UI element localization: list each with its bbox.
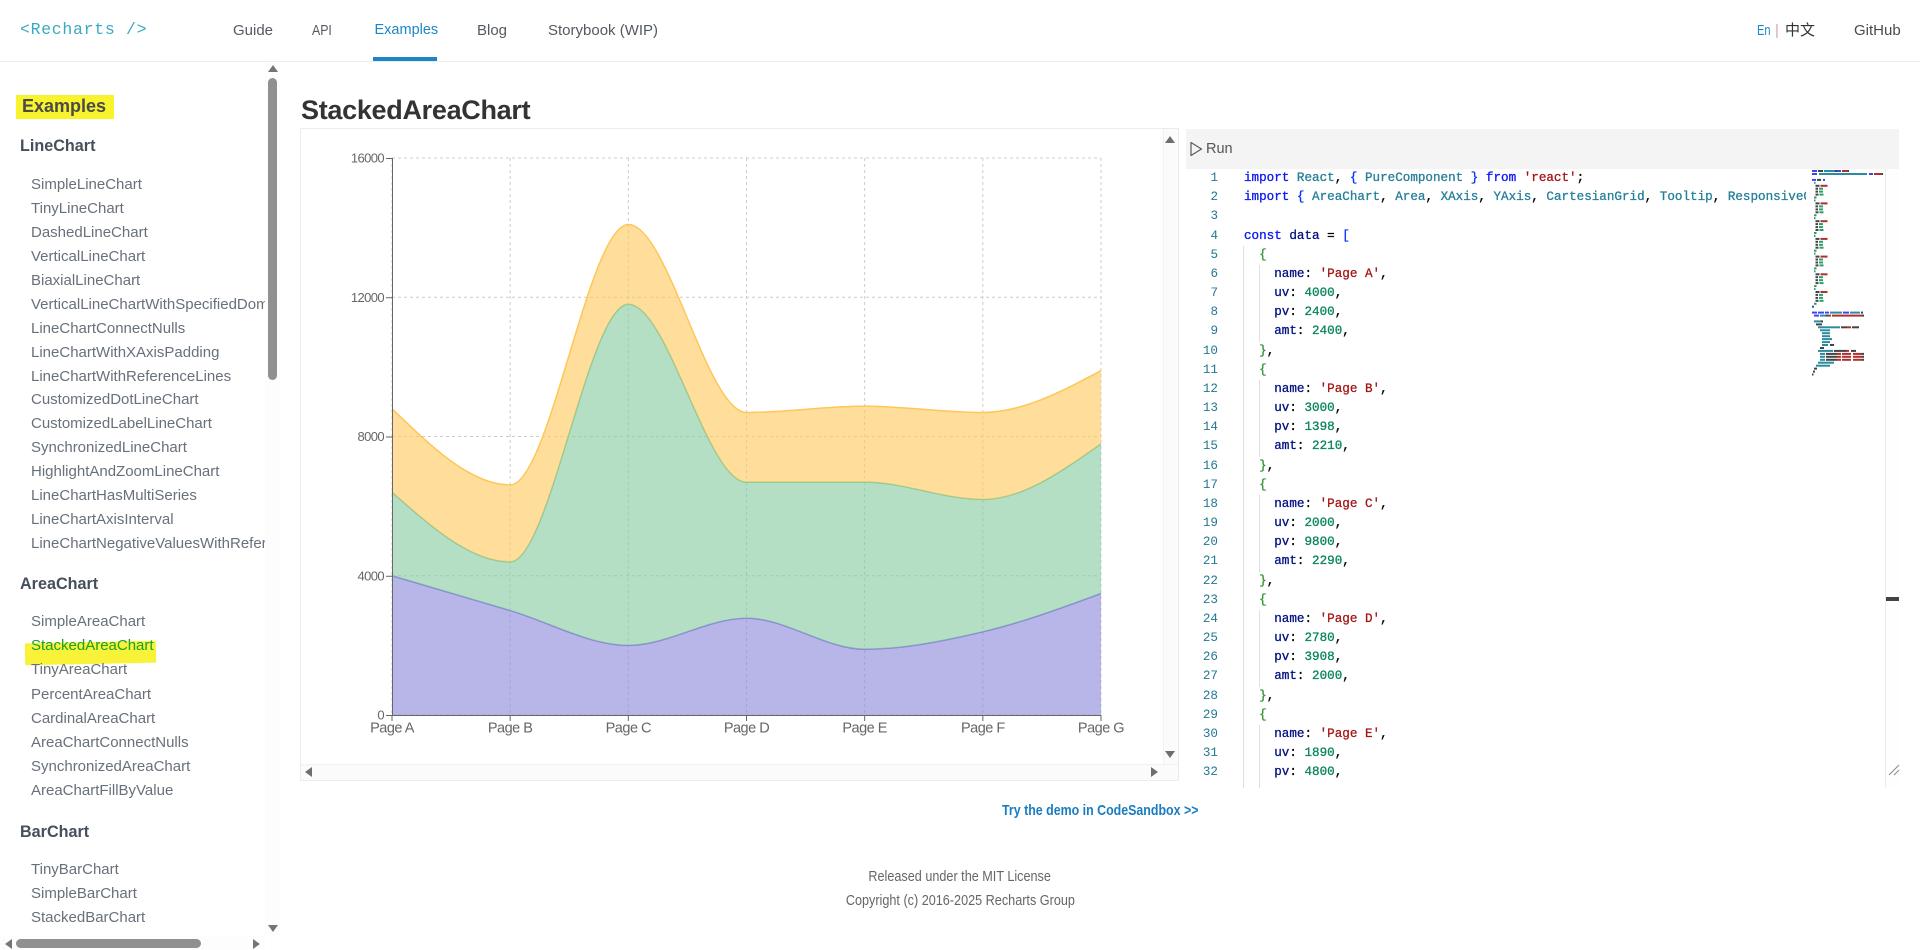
svg-text:Page C: Page C — [606, 721, 651, 737]
svg-text:Page B: Page B — [488, 721, 533, 737]
svg-text:16000: 16000 — [351, 151, 385, 166]
svg-text:12000: 12000 — [351, 290, 385, 305]
svg-text:Page E: Page E — [842, 721, 887, 737]
svg-text:0: 0 — [377, 708, 384, 723]
svg-text:Page D: Page D — [724, 721, 769, 737]
svg-text:4000: 4000 — [357, 568, 384, 583]
svg-text:Page F: Page F — [961, 721, 1005, 737]
svg-text:8000: 8000 — [357, 429, 384, 444]
svg-text:Page G: Page G — [1078, 721, 1124, 737]
svg-text:Page A: Page A — [370, 721, 415, 737]
